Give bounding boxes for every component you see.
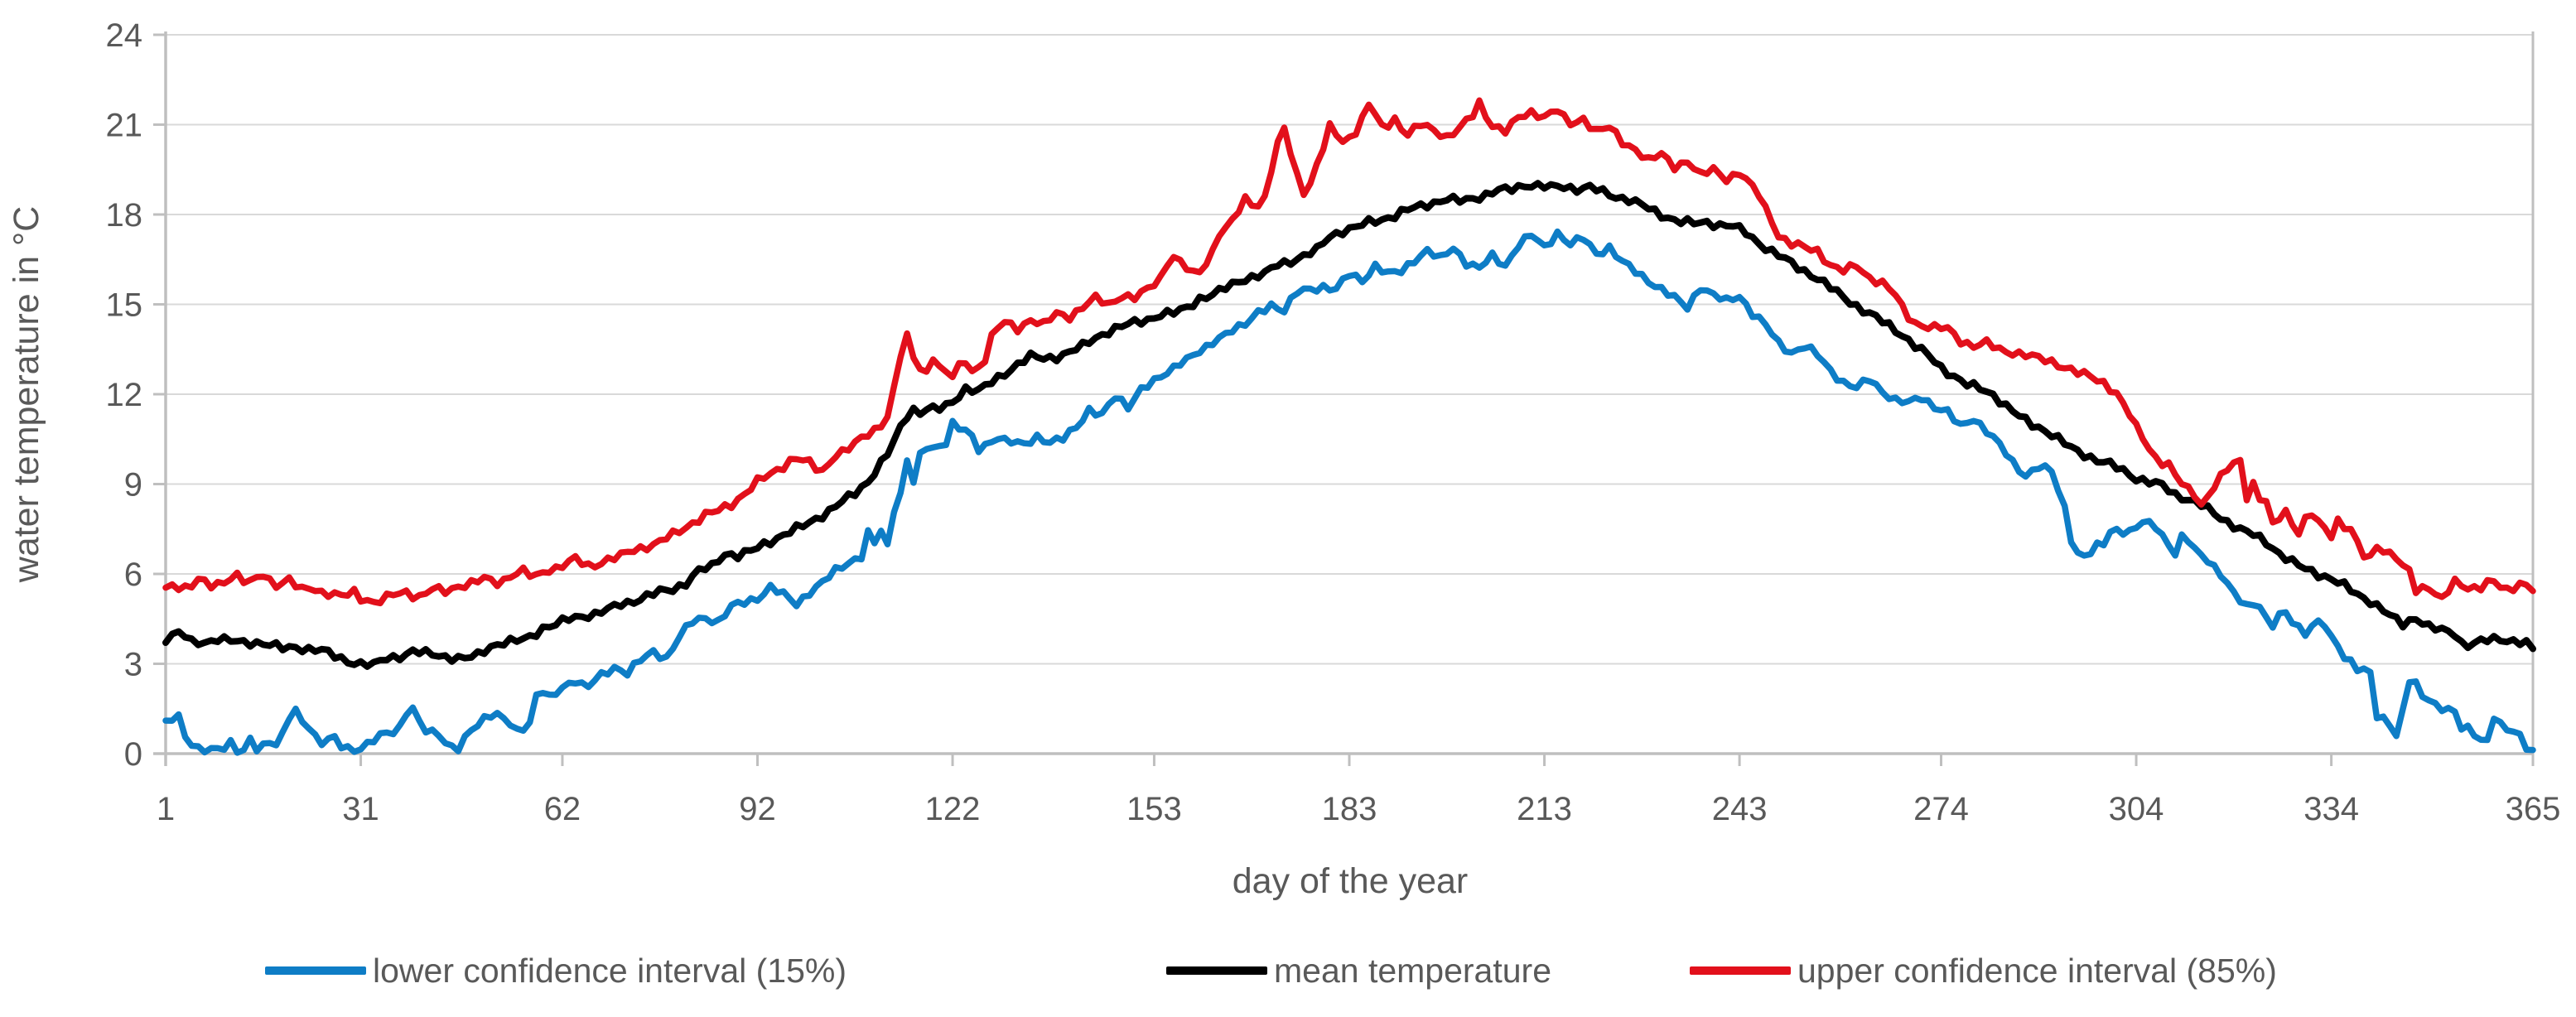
x-tick-label: 243: [1712, 791, 1768, 827]
legend-label: mean temperature: [1274, 951, 1552, 990]
series-path-upper-ci: [162, 97, 2536, 607]
y-tick-label: 21: [106, 108, 143, 144]
x-tick-label: 31: [342, 791, 379, 827]
x-tick-label: 183: [1322, 791, 1377, 827]
x-tick-label: 213: [1517, 791, 1572, 827]
legend-item-mean: mean temperature: [1166, 949, 1551, 992]
y-tick-label: 6: [124, 557, 142, 593]
gridlines: [166, 34, 2533, 665]
legend-label: upper confidence interval (85%): [1797, 951, 2277, 990]
x-tick-label: 62: [544, 791, 581, 827]
legend-line-swatch-black: [1166, 966, 1267, 975]
y-tick-label: 18: [106, 197, 143, 234]
tick-labels: 0 3 6 9 12 15 18 21 24 1 31 62 92 122 153 183 213 243 274 3…: [106, 17, 2561, 827]
x-tick-label: 1: [157, 791, 175, 827]
series-path-mean: [162, 180, 2536, 670]
y-tick-label: 9: [124, 467, 142, 504]
legend-item-upper-ci: upper confidence interval (85%): [1690, 949, 2277, 992]
x-axis-title: day of the year: [1233, 861, 1468, 901]
x-tick-label: 365: [2506, 791, 2561, 827]
y-tick-label: 15: [106, 287, 143, 324]
y-tick-label: 12: [106, 377, 143, 413]
axes: [153, 31, 2535, 766]
x-tick-label: 153: [1126, 791, 1182, 827]
y-tick-label: 3: [124, 647, 142, 683]
legend-line-swatch-blue: [265, 966, 366, 975]
legend-line-swatch-red: [1690, 966, 1791, 975]
x-tick-label: 304: [2109, 791, 2164, 827]
y-tick-label: 0: [124, 736, 142, 773]
data-series: [162, 97, 2536, 756]
x-tick-label: 122: [925, 791, 981, 827]
series-path-lower-ci: [162, 228, 2536, 756]
x-tick-label: 274: [1913, 791, 1969, 827]
legend-label: lower confidence interval (15%): [373, 951, 847, 990]
legend-item-lower-ci: lower confidence interval (15%): [265, 949, 847, 992]
x-tick-label: 334: [2303, 791, 2359, 827]
y-axis-title: water temperature in °C: [7, 206, 46, 584]
x-tick-label: 92: [739, 791, 776, 827]
y-tick-label: 24: [106, 17, 143, 54]
